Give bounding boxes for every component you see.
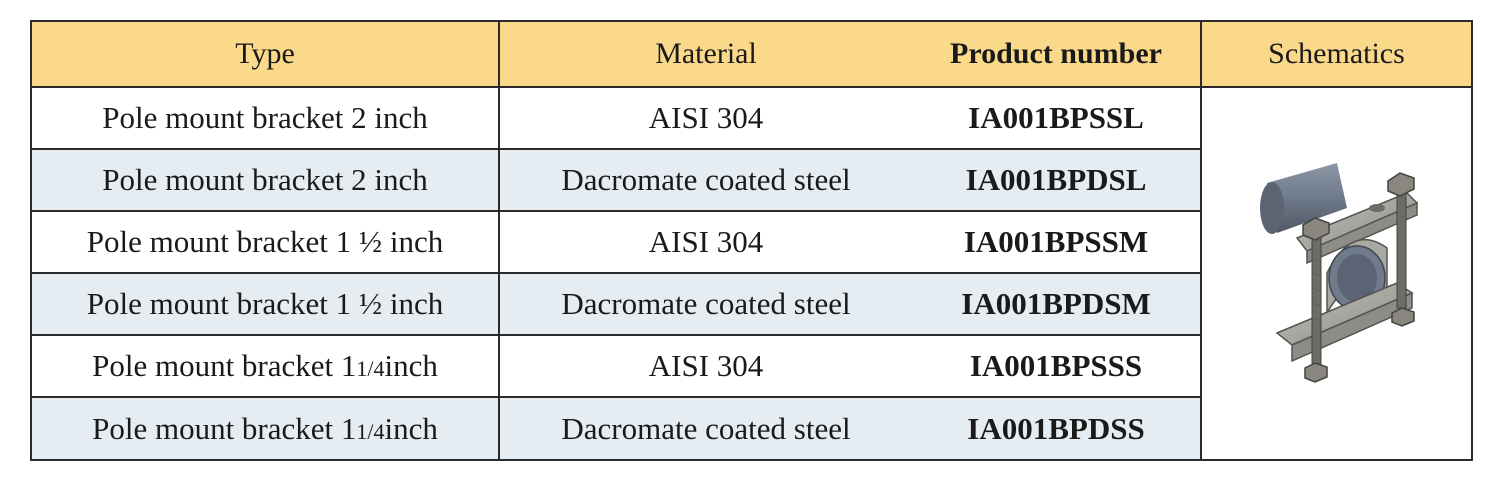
table-row: Pole mount bracket 1 1/4 inch AISI 304 I… [32, 336, 1471, 398]
type-cell: Pole mount bracket 1 1/4 inch [32, 398, 500, 459]
table-row: Pole mount bracket 1 ½ inch AISI 304 IA0… [32, 212, 1471, 274]
header-type: Type [32, 22, 500, 86]
material-cell: AISI 304 [648, 348, 764, 383]
header-material: Material [655, 37, 757, 70]
material-cell: Dacromate coated steel [561, 410, 851, 446]
type-unit: inch [384, 410, 438, 446]
schematics-cell [1202, 88, 1471, 459]
type-cell: Pole mount bracket 2 inch [32, 150, 500, 210]
product-number-cell: IA001BPSSS [912, 336, 1202, 396]
type-text: Pole mount bracket 1 [92, 348, 357, 383]
table-header-row: Type Material Product number Schematics [32, 22, 1471, 88]
product-number-cell: IA001BPSSL [912, 88, 1202, 148]
material-cell: AISI 304 [648, 224, 764, 259]
table-row: Pole mount bracket 2 inch AISI 304 IA001… [32, 88, 1471, 150]
material-cell: Dacromate coated steel [561, 162, 851, 197]
material-cell: AISI 304 [648, 100, 764, 135]
type-fraction: 1/4 [356, 418, 385, 444]
header-product-number: Product number [912, 22, 1202, 86]
type-cell: Pole mount bracket 1 1/4 inch [32, 336, 500, 396]
pole-mount-bracket-icon [1260, 163, 1419, 383]
type-cell: Pole mount bracket 2 inch [32, 88, 500, 148]
type-fraction: 1/4 [356, 356, 385, 381]
product-number-cell: IA001BPDSM [912, 274, 1202, 334]
product-number-cell: IA001BPDSL [912, 150, 1202, 210]
type-unit: inch [384, 348, 438, 383]
material-cell: Dacromate coated steel [561, 286, 851, 321]
type-cell: Pole mount bracket 1 ½ inch [32, 274, 500, 334]
type-cell: Pole mount bracket 1 ½ inch [32, 212, 500, 272]
product-number-cell: IA001BPDSS [912, 398, 1202, 459]
header-schematics: Schematics [1268, 37, 1405, 70]
product-number-cell: IA001BPSSM [912, 212, 1202, 272]
type-text: Pole mount bracket 1 [92, 410, 357, 446]
product-table: Type Material Product number Schematics … [30, 20, 1473, 461]
